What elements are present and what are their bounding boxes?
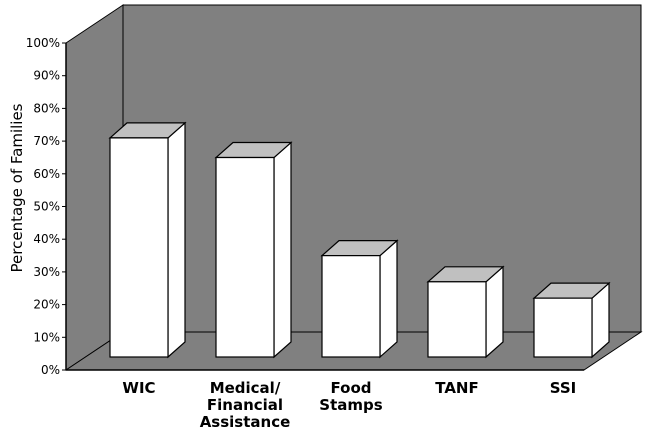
bar-front xyxy=(109,137,169,358)
category-label: SSI xyxy=(550,379,577,397)
y-axis-title: Percentage of Families xyxy=(8,103,26,272)
y-tick-label: 30% xyxy=(33,265,60,279)
bar-front xyxy=(321,255,381,358)
category-label: WIC xyxy=(122,379,155,397)
y-axis: 0% 10% 20% 30% 40% 50% 60% 70% 80% 90% 100% xyxy=(26,36,66,377)
bar-front xyxy=(215,156,275,358)
bar-side xyxy=(167,121,186,359)
bar xyxy=(320,239,399,359)
y-tick-label: 100% xyxy=(26,36,60,50)
y-tick-label: 90% xyxy=(33,69,60,83)
bar-front xyxy=(533,297,593,358)
category-label-line: Assistance xyxy=(200,413,291,431)
bar xyxy=(214,141,293,359)
category-label: Food Stamps xyxy=(319,379,382,414)
y-tick-label: 20% xyxy=(33,298,60,312)
category-label-line: TANF xyxy=(435,379,478,397)
category-label-line: Food xyxy=(331,379,372,397)
y-tick-label: 60% xyxy=(33,167,60,181)
category-label-line: Stamps xyxy=(319,396,382,414)
category-label-line: Financial xyxy=(207,396,283,414)
y-tick-label: 80% xyxy=(33,101,60,115)
y-tick-label: 70% xyxy=(33,134,60,148)
bar xyxy=(426,265,505,359)
bar xyxy=(532,281,611,359)
y-tick-label: 50% xyxy=(33,200,60,214)
bars xyxy=(108,121,611,359)
category-label-line: Medical/ xyxy=(210,379,281,397)
bar xyxy=(108,121,187,359)
category-label: Medical/Financial Assistance xyxy=(200,379,291,431)
y-tick-label: 10% xyxy=(33,330,60,344)
bar-front xyxy=(427,281,487,358)
bar-side xyxy=(273,141,292,359)
y-tick-label: 40% xyxy=(33,232,60,246)
category-label-line: WIC xyxy=(122,379,155,397)
x-axis: WIC Medical/Financial Assistance Food Stamps… xyxy=(122,379,576,431)
category-label-line: SSI xyxy=(550,379,577,397)
bar-side xyxy=(379,239,398,359)
y-tick-label: 0% xyxy=(41,363,60,377)
category-label: TANF xyxy=(435,379,478,397)
